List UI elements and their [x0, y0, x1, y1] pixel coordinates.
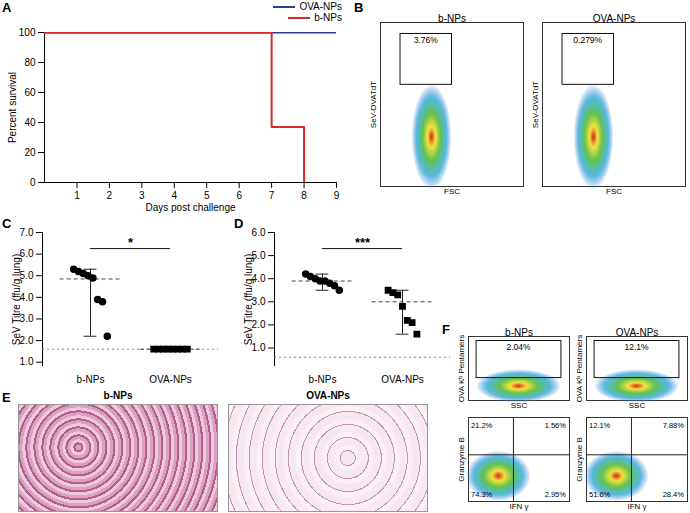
svg-text:b-NPs: b-NPs: [309, 374, 337, 385]
svg-text:3: 3: [139, 190, 145, 201]
svg-text:b-NPs: b-NPs: [505, 327, 533, 338]
svg-text:2.0: 2.0: [252, 319, 266, 330]
svg-text:8: 8: [301, 190, 307, 201]
svg-text:9: 9: [334, 190, 340, 201]
html-text:F: F: [442, 322, 450, 337]
svg-text:2.95%: 2.95%: [545, 490, 567, 499]
svg-text:SeV Titre (ffu/g lung): SeV Titre (ffu/g lung): [11, 254, 22, 346]
svg-text:Percent survival: Percent survival: [7, 72, 18, 143]
html-text:b-NPs: b-NPs: [314, 12, 342, 23]
svg-text:12.1%: 12.1%: [589, 421, 611, 430]
svg-text:1: 1: [74, 190, 80, 201]
svg-text:b-NPs: b-NPs: [77, 374, 105, 385]
html-text:A: A: [2, 0, 12, 15]
svg-text:2: 2: [107, 190, 113, 201]
svg-text:SSC: SSC: [629, 401, 646, 410]
html-text:D: D: [234, 216, 244, 231]
svg-text:IFN γ: IFN γ: [627, 502, 646, 511]
svg-text:OVA-NPs: OVA-NPs: [381, 374, 424, 385]
svg-text:3.0: 3.0: [20, 313, 34, 324]
svg-text:12.1%: 12.1%: [624, 342, 649, 352]
svg-text:51.6%: 51.6%: [589, 490, 611, 499]
html-text:b-NPs: b-NPs: [103, 390, 133, 401]
svg-text:21.2%: 21.2%: [471, 421, 493, 430]
svg-text:100: 100: [19, 27, 36, 38]
svg-text:2.04%: 2.04%: [506, 342, 531, 352]
svg-text:3.76%: 3.76%: [414, 35, 439, 45]
svg-text:7.0: 7.0: [20, 227, 34, 238]
svg-text:5.0: 5.0: [20, 270, 34, 281]
svg-text:4: 4: [171, 190, 177, 201]
svg-text:FSC: FSC: [606, 187, 622, 196]
svg-text:SSC: SSC: [511, 401, 528, 410]
svg-text:5: 5: [204, 190, 210, 201]
svg-text:OVA Kᵇ Pentamers: OVA Kᵇ Pentamers: [457, 335, 466, 402]
html-text:C: C: [2, 216, 12, 231]
svg-text:6: 6: [236, 190, 242, 201]
svg-text:7.88%: 7.88%: [663, 421, 685, 430]
svg-text:Days post challenge: Days post challenge: [145, 202, 235, 213]
svg-text:0: 0: [30, 177, 36, 188]
svg-text:6.0: 6.0: [20, 248, 34, 259]
html-text:OVA-NPs: OVA-NPs: [299, 1, 342, 12]
svg-text:6.0: 6.0: [252, 227, 266, 238]
svg-text:0.279%: 0.279%: [573, 35, 602, 45]
svg-text:***: ***: [355, 235, 371, 250]
svg-text:OVA-NPs: OVA-NPs: [616, 327, 659, 338]
svg-text:SeV Titre (ffu/g lung): SeV Titre (ffu/g lung): [243, 254, 254, 346]
svg-text:*: *: [128, 235, 134, 250]
svg-text:OVA-NPs: OVA-NPs: [593, 13, 636, 24]
svg-text:4.0: 4.0: [20, 292, 34, 303]
svg-text:1.0: 1.0: [20, 356, 34, 367]
svg-text:2.0: 2.0: [20, 335, 34, 346]
svg-text:SeV-OVATdT: SeV-OVATdT: [369, 81, 378, 128]
svg-text:IFN γ: IFN γ: [509, 502, 528, 511]
svg-text:3.0: 3.0: [252, 296, 266, 307]
svg-text:OVA-NPs: OVA-NPs: [149, 374, 192, 385]
svg-text:Granzyme B: Granzyme B: [457, 437, 466, 481]
svg-text:OVA Kᵇ Pentamers: OVA Kᵇ Pentamers: [575, 335, 584, 402]
svg-text:SeV-OVATdT: SeV-OVATdT: [531, 81, 540, 128]
svg-text:b-NPs: b-NPs: [438, 13, 466, 24]
svg-text:1.56%: 1.56%: [545, 421, 567, 430]
svg-text:20: 20: [24, 147, 36, 158]
svg-text:40: 40: [24, 117, 36, 128]
svg-text:74.3%: 74.3%: [471, 490, 493, 499]
svg-text:28.4%: 28.4%: [663, 490, 685, 499]
svg-text:4.0: 4.0: [252, 273, 266, 284]
html-text:E: E: [2, 390, 11, 405]
svg-text:7: 7: [269, 190, 275, 201]
svg-text:FSC: FSC: [444, 187, 460, 196]
svg-text:1.0: 1.0: [252, 342, 266, 353]
svg-text:80: 80: [24, 57, 36, 68]
html-text:OVA-NPs: OVA-NPs: [306, 390, 350, 401]
html-text:B: B: [354, 0, 364, 15]
svg-text:Granzyme B: Granzyme B: [575, 437, 584, 481]
svg-text:60: 60: [24, 87, 36, 98]
svg-text:5.0: 5.0: [252, 250, 266, 261]
